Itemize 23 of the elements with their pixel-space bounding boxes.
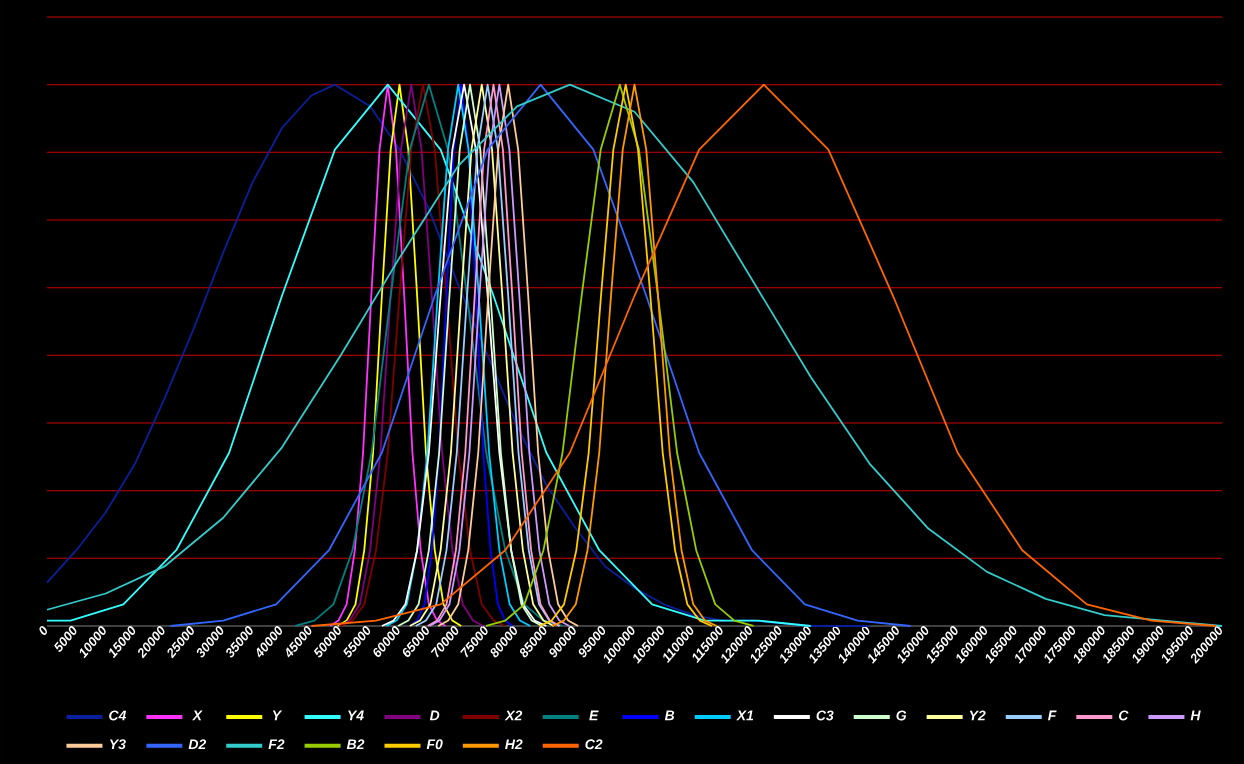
legend-label: C2: [585, 739, 603, 750]
legend-label: C: [1119, 710, 1129, 721]
legend-label: F: [1048, 710, 1057, 721]
legend-label: H2: [505, 739, 523, 750]
legend-label: D: [429, 710, 440, 721]
legend-label: C3: [816, 710, 834, 721]
legend-label: Y3: [110, 739, 126, 750]
legend-label: B: [664, 710, 675, 721]
legend-label: F2: [268, 739, 285, 750]
legend-label: D2: [188, 739, 207, 750]
legend-label: B2: [346, 739, 365, 750]
legend-label: X1: [736, 710, 754, 721]
legend-label: F0: [426, 739, 443, 750]
legend-label: Y2: [969, 710, 986, 721]
legend-label: X: [192, 710, 203, 721]
legend-label: E: [589, 710, 599, 721]
legend-label: H: [1190, 710, 1201, 721]
legend-label: C4: [109, 710, 127, 721]
legend-label: Y4: [348, 710, 364, 721]
x-tick-label: 0: [39, 625, 48, 635]
legend-label: Y: [272, 710, 283, 721]
legend-label: X2: [504, 710, 523, 721]
legend-label: G: [896, 710, 907, 721]
